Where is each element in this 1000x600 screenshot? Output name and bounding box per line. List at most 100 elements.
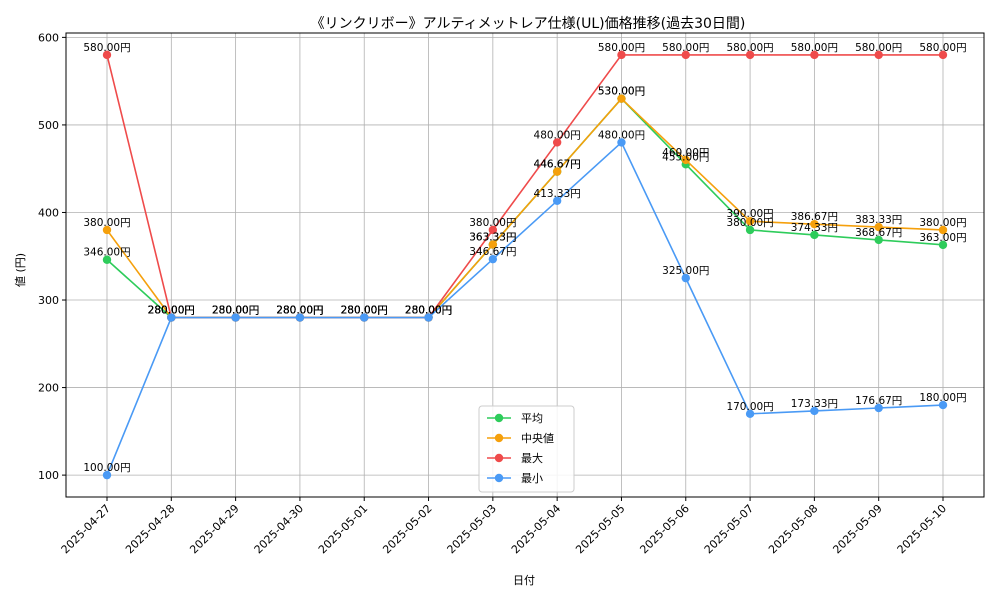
data-label-3-2: 280.00円 xyxy=(212,305,259,317)
x-tick-label: 2025-05-02 xyxy=(380,502,434,556)
x-axis-ticks: 2025-04-27 2025-04-28 2025-04-29 2025-04-30… xyxy=(59,497,949,556)
legend-marker-0 xyxy=(494,413,504,423)
data-point-3-1 xyxy=(167,313,176,322)
data-label-0-11: 374.33円 xyxy=(791,222,838,234)
data-label-0-9: 455.00円 xyxy=(662,151,709,163)
data-label-3-6: 346.67円 xyxy=(469,246,516,258)
data-point-0-13 xyxy=(938,240,948,250)
data-label-3-1: 280.00円 xyxy=(148,305,195,317)
data-point-2-9 xyxy=(681,50,690,60)
data-label-1-1: 280.00円 xyxy=(148,305,195,317)
x-tick-label: 2025-05-01 xyxy=(316,502,370,556)
data-point-0-0 xyxy=(102,255,112,264)
x-tick-label: 2025-04-28 xyxy=(123,502,177,556)
y-tick-label: 400 xyxy=(38,206,59,219)
data-point-1-8 xyxy=(617,94,626,103)
data-point-2-12 xyxy=(874,50,883,60)
data-label-3-7: 413.33円 xyxy=(534,188,581,200)
legend-marker-1 xyxy=(494,433,504,443)
data-label-0-5: 280.00円 xyxy=(405,305,452,317)
x-axis-label: 日付 xyxy=(513,574,535,587)
data-point-2-11 xyxy=(810,50,819,60)
data-point-2-8 xyxy=(617,50,626,60)
x-tick-label: 2025-05-08 xyxy=(766,502,820,556)
data-label-0-12: 368.67円 xyxy=(855,227,902,239)
data-label-2-7: 480.00円 xyxy=(534,129,581,141)
legend-marker-2 xyxy=(494,453,504,463)
data-point-0-11 xyxy=(810,230,819,240)
data-label-1-5: 280.00円 xyxy=(405,305,452,317)
data-label-1-12: 383.33円 xyxy=(855,214,902,226)
series-line-3 xyxy=(106,141,944,476)
data-label-2-5: 280.00円 xyxy=(405,305,452,317)
data-label-1-11: 386.67円 xyxy=(791,211,838,223)
data-label-1-7: 446.67円 xyxy=(534,159,581,171)
data-point-2-10 xyxy=(745,50,755,60)
data-point-1-0 xyxy=(102,225,112,235)
data-point-3-3 xyxy=(295,313,305,322)
x-tick-label: 2025-04-29 xyxy=(187,502,241,556)
y-axis-ticks: 100 200 300 400 500 600 xyxy=(38,31,66,482)
data-point-3-4 xyxy=(360,313,369,322)
data-label-1-10: 390.00円 xyxy=(726,208,773,220)
data-point-2-0 xyxy=(102,50,112,60)
x-tick-label: 2025-05-04 xyxy=(509,502,563,556)
x-tick-label: 2025-05-03 xyxy=(445,502,499,556)
series-line-2 xyxy=(106,54,943,319)
data-label-3-0: 100.00円 xyxy=(83,462,130,474)
data-point-3-2 xyxy=(231,313,240,322)
data-label-0-7: 446.67円 xyxy=(534,159,581,171)
data-labels: 346.00円 280.00円 280.00円 280.00円 280.00円 280.0… xyxy=(83,42,966,474)
y-tick-label: 600 xyxy=(38,31,59,44)
data-point-3-7 xyxy=(552,196,562,206)
data-label-0-6: 363.33円 xyxy=(469,232,516,244)
data-label-2-9: 580.00円 xyxy=(662,42,709,54)
data-label-1-0: 380.00円 xyxy=(83,217,130,229)
data-point-1-9 xyxy=(681,155,690,165)
data-point-3-6 xyxy=(488,254,498,264)
data-point-2-7 xyxy=(552,138,562,147)
data-point-3-10 xyxy=(745,409,755,419)
data-label-0-13: 363.00円 xyxy=(919,232,966,244)
data-label-2-1: 280.00円 xyxy=(148,305,195,317)
data-label-2-3: 280.00円 xyxy=(276,305,323,317)
x-tick-label: 2025-05-10 xyxy=(895,502,949,556)
y-axis-label: 値 (円) xyxy=(14,253,27,287)
data-point-1-10 xyxy=(745,217,755,226)
y-tick-label: 300 xyxy=(38,294,59,307)
data-label-1-9: 460.00円 xyxy=(662,147,709,159)
legend-label-2: 最大 xyxy=(521,451,543,465)
data-label-2-8: 580.00円 xyxy=(598,42,645,54)
data-label-3-13: 180.00円 xyxy=(919,392,966,404)
chart-title: 《リンクリボー》アルティメットレア仕様(UL)価格推移(過去30日間) xyxy=(311,16,746,32)
data-point-3-11 xyxy=(810,406,819,416)
data-label-3-12: 176.67円 xyxy=(855,395,902,407)
data-label-0-0: 346.00円 xyxy=(83,247,130,259)
data-label-1-13: 380.00円 xyxy=(919,217,966,229)
data-label-1-8: 530.00円 xyxy=(598,86,645,98)
x-tick-label: 2025-05-09 xyxy=(830,502,884,556)
legend-box xyxy=(478,405,575,493)
data-label-0-3: 280.00円 xyxy=(276,305,323,317)
legend-label-1: 中央値 xyxy=(521,432,554,445)
data-point-1-7 xyxy=(552,167,562,176)
data-label-0-1: 280.00円 xyxy=(148,305,195,317)
x-tick-label: 2025-05-06 xyxy=(637,502,691,556)
data-label-3-4: 280.00円 xyxy=(341,305,388,317)
data-point-2-6 xyxy=(488,225,498,235)
data-label-1-3: 280.00円 xyxy=(276,305,323,317)
data-label-0-10: 380.00円 xyxy=(726,217,773,229)
data-label-3-9: 325.00円 xyxy=(662,265,709,277)
data-label-2-10: 580.00円 xyxy=(726,42,773,54)
data-point-1-13 xyxy=(938,225,948,235)
data-point-1-12 xyxy=(874,222,883,232)
data-label-2-6: 380.00円 xyxy=(469,217,516,229)
data-label-2-4: 280.00円 xyxy=(341,305,388,317)
series-line-1 xyxy=(106,97,944,319)
data-point-1-6 xyxy=(488,240,498,249)
x-tick-label: 2025-04-27 xyxy=(59,502,113,556)
data-point-0-10 xyxy=(745,225,755,235)
x-tick-label: 2025-05-05 xyxy=(573,502,627,556)
